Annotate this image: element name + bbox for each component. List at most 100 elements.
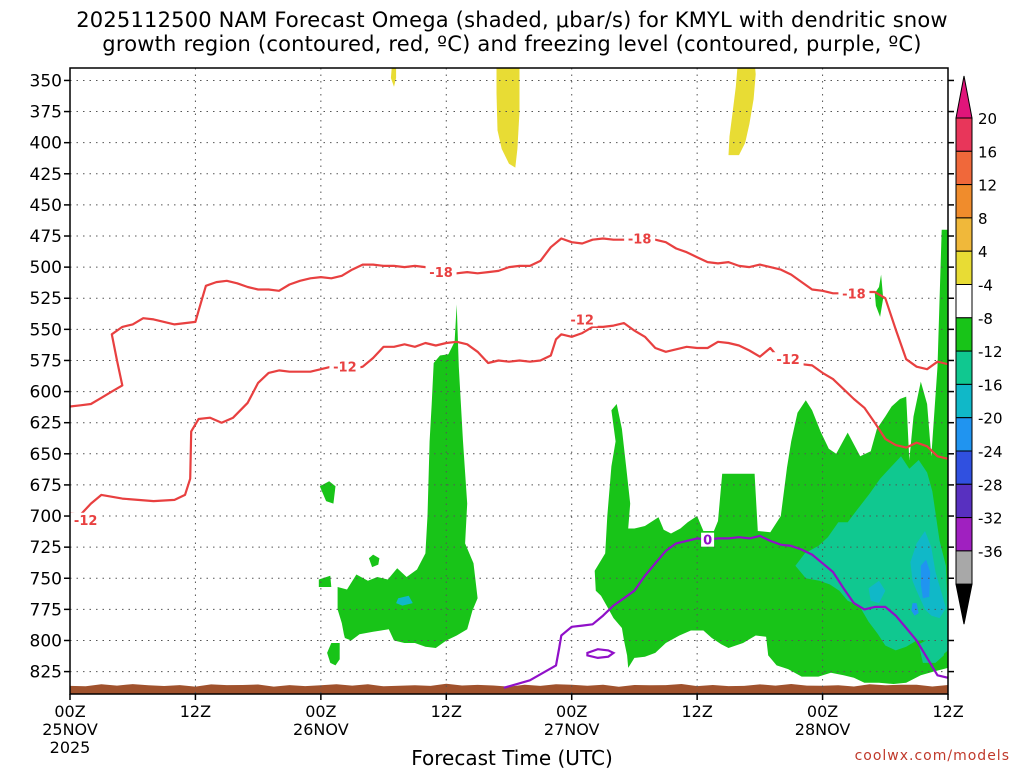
contour-label-2: -12 xyxy=(570,313,594,328)
omega-shaded-region-7 xyxy=(327,643,340,666)
chart-title-line-2: growth region (contoured, red, ºC) and f… xyxy=(102,32,922,56)
colorbar-swatch-13 xyxy=(955,550,973,585)
y-tick-label-500: 500 xyxy=(30,258,62,278)
y-tick-label-475: 475 xyxy=(30,227,62,247)
contour-label-bg-0 xyxy=(70,512,102,527)
colorbar-label-0: 20 xyxy=(978,110,997,128)
credit-text: coolwx.com/models xyxy=(854,748,1010,764)
contour-label-bg-5 xyxy=(624,231,656,246)
y-tick-label-425: 425 xyxy=(30,165,62,185)
colorbar-label-4: 4 xyxy=(978,243,988,261)
ground-layer xyxy=(70,683,948,694)
y-tick-label-800: 800 xyxy=(30,631,62,651)
colorbar-bottom-arrow xyxy=(955,583,973,625)
contour-dgz-minus18 xyxy=(70,237,948,408)
colorbar-swatch-8 xyxy=(955,383,973,419)
colorbar-label-8: -16 xyxy=(978,376,1003,394)
omega-shading-layer xyxy=(277,68,948,694)
omega-shaded-region-5 xyxy=(319,481,336,504)
x-tick-label-0-line2: 25NOV xyxy=(42,720,98,739)
omega-shaded-region-15 xyxy=(396,595,413,606)
colorbar-swatch-3 xyxy=(955,217,973,252)
x-axis-title: Forecast Time (UTC) xyxy=(411,746,613,770)
ground-surface xyxy=(70,683,948,694)
colorbar-swatch-1 xyxy=(955,150,973,186)
contour-label-5: -18 xyxy=(628,233,652,248)
colorbar-label-10: -24 xyxy=(978,443,1003,461)
colorbar-label-12: -32 xyxy=(978,510,1003,528)
contour-label-bg-4 xyxy=(425,265,457,280)
y-tick-label-725: 725 xyxy=(30,538,62,558)
y-tick-label-350: 350 xyxy=(30,71,62,91)
y-tick-label-550: 550 xyxy=(30,320,62,340)
y-tick-label-575: 575 xyxy=(30,351,62,371)
omega-shaded-region-0 xyxy=(390,68,397,87)
plot-frame xyxy=(69,67,949,695)
colorbar-label-9: -20 xyxy=(978,410,1003,428)
omega-shaded-region-16 xyxy=(920,559,931,599)
contour-label-bg-1 xyxy=(329,359,361,374)
x-tick-label-72-line2: 28NOV xyxy=(795,720,851,739)
x-tick-label-24-line2: 26NOV xyxy=(293,720,349,739)
contour-label-1: -12 xyxy=(333,361,357,376)
x-tick-label-48-line2: 27NOV xyxy=(544,720,600,739)
contour-freezing-0 xyxy=(503,534,948,689)
contour-label-bg-7 xyxy=(701,532,715,547)
colorbar-top-arrow xyxy=(955,75,973,119)
colorbar-label-1: 16 xyxy=(978,143,997,161)
x-tick-label-36-line1: 12Z xyxy=(431,702,462,721)
omega-shaded-region-4 xyxy=(318,575,332,587)
contour-label-0: -12 xyxy=(74,514,98,529)
contour-label-4: -18 xyxy=(429,266,453,281)
contour-label-3: -12 xyxy=(776,353,800,368)
y-tick-label-625: 625 xyxy=(30,414,62,434)
x-tick-label-24-line1: 00Z xyxy=(305,702,336,721)
colorbar-swatch-11 xyxy=(955,483,973,519)
x-tick-label-72-line1: 00Z xyxy=(807,702,838,721)
contour-label-7: 0 xyxy=(703,534,712,549)
x-tick-label-60-line1: 12Z xyxy=(681,702,712,721)
colorbar-swatch-2 xyxy=(955,184,973,219)
colorbar-label-13: -36 xyxy=(978,543,1003,561)
colorbar-swatch-7 xyxy=(955,350,973,385)
contour-dgz-minus12 xyxy=(70,322,948,516)
omega-shaded-region-2 xyxy=(728,68,756,156)
contour-label-6: -18 xyxy=(842,287,866,302)
y-tick-label-375: 375 xyxy=(30,103,62,123)
omega-shaded-region-11 xyxy=(795,456,948,660)
omega-shaded-region-3 xyxy=(337,304,478,648)
y-tick-label-400: 400 xyxy=(30,134,62,154)
colorbar-swatch-6 xyxy=(955,317,973,352)
y-tick-label-750: 750 xyxy=(30,569,62,589)
y-tick-label-650: 650 xyxy=(30,445,62,465)
y-tick-label-825: 825 xyxy=(30,663,62,683)
omega-shaded-region-14 xyxy=(868,580,886,604)
y-tick-label-700: 700 xyxy=(30,507,62,527)
colorbar-swatch-4 xyxy=(955,250,973,285)
y-tick-label-525: 525 xyxy=(30,289,62,309)
contour-label-bg-6 xyxy=(838,286,870,301)
colorbar: 20 16 12 8 4 -4 -8 -12 -16 -20 -24 -28 -32 -36 xyxy=(955,75,1003,625)
grid-layer xyxy=(70,68,948,694)
colorbar-label-7: -12 xyxy=(978,343,1003,361)
colorbar-label-6: -8 xyxy=(978,310,993,328)
omega-shaded-region-1 xyxy=(496,68,520,168)
omega-shaded-region-6 xyxy=(368,554,380,568)
colorbar-swatch-5 xyxy=(955,284,973,319)
colorbar-label-11: -28 xyxy=(978,476,1003,494)
x-tick-label-0-line1: 00Z xyxy=(54,702,85,721)
colorbar-label-5: -4 xyxy=(978,277,993,295)
axes-layer: 350 375 400 425 450 475 500 525 550 575 600 625 650 6… xyxy=(30,67,964,757)
colorbar-swatch-10 xyxy=(955,450,973,485)
x-tick-label-48-line1: 00Z xyxy=(556,702,587,721)
y-tick-label-450: 450 xyxy=(30,196,62,216)
contour-freezing-0-loop xyxy=(586,648,616,660)
colorbar-swatch-12 xyxy=(955,517,973,552)
colorbar-label-2: 12 xyxy=(978,177,997,195)
y-tick-label-775: 775 xyxy=(30,600,62,620)
chart-title-line-1: 2025112500 NAM Forecast Omega (shaded, μ… xyxy=(76,8,948,32)
contour-label-bg-3 xyxy=(772,352,804,367)
x-tick-label-0-line3: 2025 xyxy=(50,738,91,757)
x-tick-label-84-line1: 12Z xyxy=(932,702,963,721)
